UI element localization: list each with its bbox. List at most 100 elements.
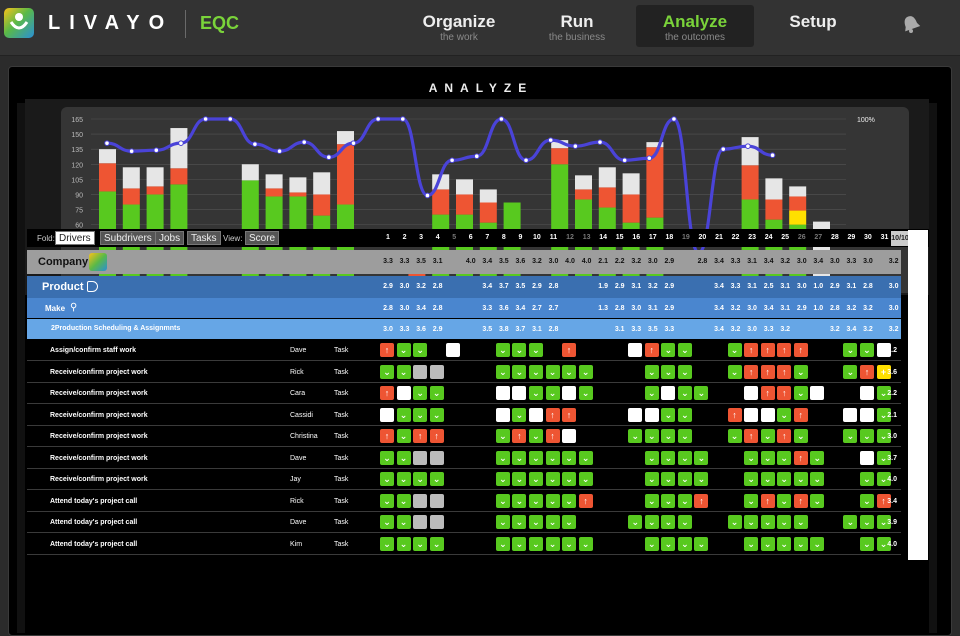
day-header-14[interactable]: 14: [599, 234, 608, 241]
alert-cell-icon[interactable]: ↑: [744, 364, 759, 379]
check-cell-icon[interactable]: ⌄: [380, 472, 394, 486]
check-cell-icon[interactable]: ⌄: [843, 515, 858, 529]
check-cell-icon[interactable]: ⌄: [760, 472, 775, 486]
empty-cell[interactable]: [446, 343, 461, 357]
empty-cell[interactable]: [380, 407, 394, 422]
nav-run[interactable]: Run the business: [518, 5, 636, 47]
check-cell-icon[interactable]: ⌄: [528, 450, 543, 465]
check-cell-icon[interactable]: ⌄: [677, 364, 692, 379]
check-cell-icon[interactable]: ⌄: [429, 472, 444, 486]
check-cell-icon[interactable]: ⌄: [677, 343, 692, 357]
check-cell-icon[interactable]: ⌄: [578, 472, 593, 486]
day-header-7[interactable]: 7: [485, 234, 490, 241]
check-cell-icon[interactable]: ⌄: [528, 536, 543, 551]
task-row[interactable]: Assign/confirm staff work Dave Task ↑ ⌄ ⌄ ⌄ ⌄ ⌄ ↑…: [27, 340, 901, 361]
check-cell-icon[interactable]: ⌄: [661, 343, 676, 357]
day-header-30[interactable]: 30: [864, 234, 872, 241]
check-cell-icon[interactable]: ⌄: [777, 515, 792, 529]
empty-cell[interactable]: [495, 386, 510, 400]
check-cell-icon[interactable]: ⌄: [661, 450, 676, 465]
empty-cell[interactable]: [413, 364, 428, 379]
livayo-logo-icon[interactable]: [4, 8, 34, 38]
check-cell-icon[interactable]: ⌄: [545, 536, 560, 551]
day-header-11[interactable]: 11: [549, 234, 558, 241]
alert-cell-icon[interactable]: ↑: [545, 429, 560, 443]
day-header-2[interactable]: 2: [402, 234, 407, 241]
bell-icon[interactable]: [900, 13, 922, 35]
check-cell-icon[interactable]: ⌄: [661, 536, 676, 551]
alert-cell-icon[interactable]: ↑: [644, 343, 659, 357]
check-cell-icon[interactable]: ⌄: [413, 343, 428, 357]
check-cell-icon[interactable]: ⌄: [793, 386, 808, 400]
check-cell-icon[interactable]: ⌄: [380, 515, 394, 529]
check-cell-icon[interactable]: ⌄: [396, 429, 411, 443]
check-cell-icon[interactable]: ⌄: [528, 343, 543, 357]
view-score-button[interactable]: Score: [245, 231, 280, 245]
check-cell-icon[interactable]: ⌄: [661, 364, 676, 379]
check-cell-icon[interactable]: ⌄: [760, 536, 775, 551]
empty-cell[interactable]: [528, 407, 543, 422]
vertical-scrollbar[interactable]: [908, 230, 928, 560]
alert-cell-icon[interactable]: ↑: [876, 493, 891, 508]
check-cell-icon[interactable]: ⌄: [413, 386, 428, 400]
check-cell-icon[interactable]: ⌄: [859, 472, 874, 486]
empty-cell[interactable]: [562, 386, 577, 400]
check-cell-icon[interactable]: ⌄: [495, 472, 510, 486]
day-header-21[interactable]: 21: [715, 234, 723, 241]
tab-subdrivers[interactable]: Subdrivers: [100, 231, 156, 245]
check-cell-icon[interactable]: ⌄: [495, 429, 510, 443]
day-header-12[interactable]: 12: [566, 234, 574, 241]
empty-cell[interactable]: [843, 407, 858, 422]
check-cell-icon[interactable]: ⌄: [744, 536, 759, 551]
check-cell-icon[interactable]: ⌄: [661, 493, 676, 508]
empty-cell[interactable]: [644, 407, 659, 422]
empty-cell[interactable]: [429, 493, 444, 508]
empty-cell[interactable]: [512, 386, 527, 400]
empty-cell[interactable]: [859, 407, 874, 422]
check-cell-icon[interactable]: ⌄: [512, 450, 527, 465]
alert-cell-icon[interactable]: ↑: [793, 343, 808, 357]
check-cell-icon[interactable]: ⌄: [396, 343, 411, 357]
alert-cell-icon[interactable]: ↑: [562, 407, 577, 422]
check-cell-icon[interactable]: ⌄: [512, 493, 527, 508]
day-header-23[interactable]: 23: [748, 234, 756, 241]
check-cell-icon[interactable]: ⌄: [495, 364, 510, 379]
check-cell-icon[interactable]: ⌄: [644, 472, 659, 486]
alert-cell-icon[interactable]: ↑: [380, 343, 394, 357]
check-cell-icon[interactable]: ⌄: [545, 493, 560, 508]
check-cell-icon[interactable]: ⌄: [744, 472, 759, 486]
alert-cell-icon[interactable]: ↑: [545, 407, 560, 422]
empty-cell[interactable]: [760, 407, 775, 422]
check-cell-icon[interactable]: ⌄: [760, 515, 775, 529]
check-cell-icon[interactable]: ⌄: [859, 536, 874, 551]
empty-cell[interactable]: [744, 407, 759, 422]
check-cell-icon[interactable]: ⌄: [777, 450, 792, 465]
check-cell-icon[interactable]: ⌄: [528, 515, 543, 529]
check-cell-icon[interactable]: ⌄: [545, 450, 560, 465]
check-cell-icon[interactable]: ⌄: [644, 364, 659, 379]
check-cell-icon[interactable]: ⌄: [562, 515, 577, 529]
check-cell-icon[interactable]: ⌄: [380, 493, 394, 508]
check-cell-icon[interactable]: ⌄: [793, 515, 808, 529]
alert-cell-icon[interactable]: ↑: [777, 364, 792, 379]
check-cell-icon[interactable]: ⌄: [810, 472, 825, 486]
check-cell-icon[interactable]: ⌄: [495, 493, 510, 508]
task-row[interactable]: Receive/confirm project work Cassidi Task ⌄…: [27, 404, 901, 426]
day-header-5[interactable]: 5: [452, 234, 457, 241]
check-cell-icon[interactable]: ⌄: [562, 364, 577, 379]
check-cell-icon[interactable]: ⌄: [578, 536, 593, 551]
day-header-16[interactable]: 16: [632, 234, 641, 241]
day-header-4[interactable]: 4: [435, 234, 440, 241]
check-cell-icon[interactable]: ⌄: [876, 472, 891, 486]
check-cell-icon[interactable]: ⌄: [727, 364, 742, 379]
alert-cell-icon[interactable]: ↑: [859, 364, 874, 379]
empty-cell[interactable]: [859, 450, 874, 465]
check-cell-icon[interactable]: ⌄: [512, 364, 527, 379]
check-cell-icon[interactable]: ⌄: [429, 536, 444, 551]
alert-cell-icon[interactable]: ↑: [727, 407, 742, 422]
check-cell-icon[interactable]: ⌄: [744, 450, 759, 465]
check-cell-icon[interactable]: ⌄: [793, 364, 808, 379]
day-header-10[interactable]: 10: [533, 234, 541, 241]
alert-cell-icon[interactable]: ↑: [380, 429, 394, 443]
alert-cell-icon[interactable]: ↑: [760, 386, 775, 400]
